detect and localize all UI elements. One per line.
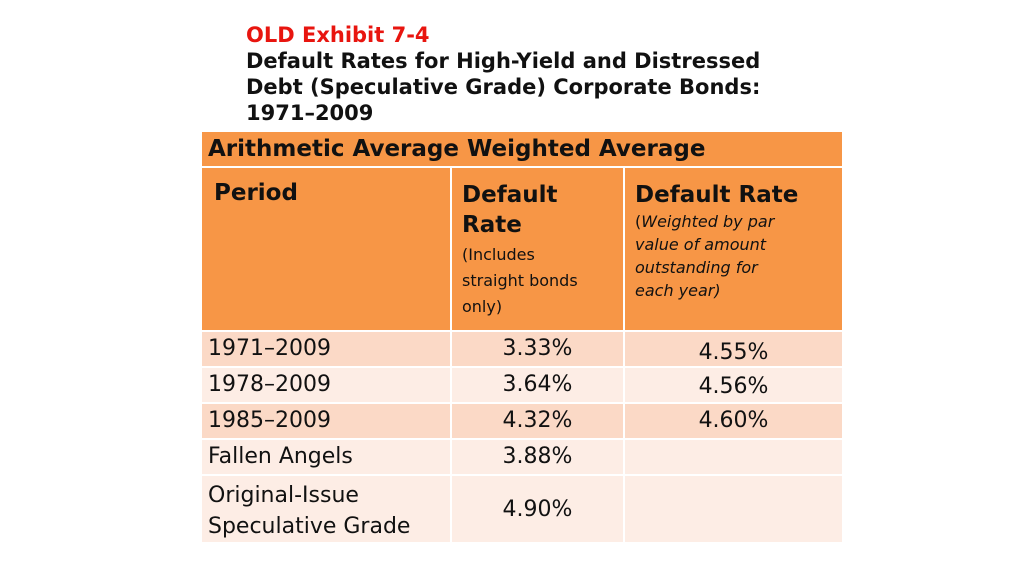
period-line: Original-Issue bbox=[208, 483, 359, 508]
table-row: 1985–2009 4.32% 4.60% bbox=[200, 402, 845, 440]
header-note: (Weighted by par bbox=[635, 210, 842, 233]
header-note: (Includes bbox=[462, 245, 535, 264]
table-row: 1971–2009 3.33% 4.55% bbox=[200, 330, 845, 368]
period-cell: Original-Issue Speculative Grade bbox=[200, 474, 452, 544]
period-cell: Fallen Angels bbox=[200, 438, 452, 476]
header-note: straight bonds bbox=[462, 271, 578, 290]
header-note: only) bbox=[462, 297, 503, 316]
period-cell: 1971–2009 bbox=[200, 330, 452, 368]
arithmetic-rate-cell: 4.90% bbox=[450, 474, 625, 544]
table-row: Fallen Angels 3.88% bbox=[200, 438, 845, 476]
weighted-rate-cell: 4.56% bbox=[622, 366, 845, 404]
weighted-rate-cell: 4.55% bbox=[622, 330, 845, 368]
weighted-rate-cell: 4.60% bbox=[622, 402, 845, 440]
header-arithmetic-default-rate: Default Rate (Includes straight bonds on… bbox=[450, 166, 625, 332]
header-note-text: Weighted by par bbox=[641, 212, 775, 231]
title-line: Default Rates for High-Yield and Distres… bbox=[246, 49, 761, 73]
table-row: Original-Issue Speculative Grade 4.90% bbox=[200, 474, 845, 544]
header-note: each year) bbox=[635, 281, 721, 300]
header-period: Period bbox=[200, 166, 452, 332]
header-note: outstanding for bbox=[635, 258, 758, 277]
title-line: Debt (Speculative Grade) Corporate Bonds… bbox=[246, 75, 761, 99]
header-note-paren: ( bbox=[635, 212, 642, 231]
default-rates-table: Arithmetic Average Weighted Average Peri… bbox=[199, 130, 845, 544]
period-line: Speculative Grade bbox=[208, 514, 411, 539]
header-main: Rate bbox=[462, 212, 522, 238]
arithmetic-rate-cell: 3.33% bbox=[450, 330, 625, 368]
arithmetic-rate-cell: 4.32% bbox=[450, 402, 625, 440]
header-main: Default Rate bbox=[635, 182, 799, 208]
table-row: 1978–2009 3.64% 4.56% bbox=[200, 366, 845, 404]
period-cell: 1985–2009 bbox=[200, 402, 452, 440]
period-cell: 1978–2009 bbox=[200, 366, 452, 404]
exhibit-title: OLD Exhibit 7-4 Default Rates for High-Y… bbox=[246, 22, 866, 126]
arithmetic-rate-cell: 3.64% bbox=[450, 366, 625, 404]
exhibit-number: OLD Exhibit 7-4 bbox=[246, 23, 430, 47]
weighted-rate-cell bbox=[622, 438, 845, 476]
weighted-rate-cell bbox=[622, 474, 845, 544]
table-band-header: Arithmetic Average Weighted Average bbox=[199, 130, 845, 168]
header-note: value of amount bbox=[635, 235, 767, 254]
title-line: 1971–2009 bbox=[246, 101, 374, 125]
header-weighted-default-rate: Default Rate (Weighted by par value of a… bbox=[622, 166, 845, 332]
header-main: Default bbox=[462, 182, 558, 208]
arithmetic-rate-cell: 3.88% bbox=[450, 438, 625, 476]
